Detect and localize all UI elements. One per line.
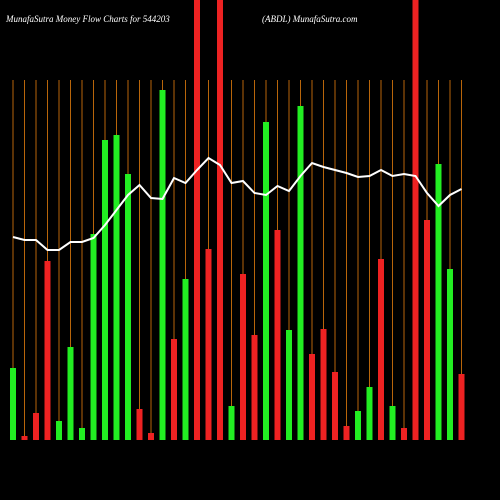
bar: [401, 428, 407, 440]
bar: [389, 406, 396, 440]
bar: [182, 279, 189, 440]
bar: [44, 261, 51, 440]
bar: [240, 274, 246, 440]
chart-subtitle: (ABDL) MunafaSutra.com: [262, 14, 358, 24]
bar: [194, 0, 200, 440]
bar: [171, 339, 177, 440]
bar: [10, 368, 16, 440]
bar: [297, 106, 304, 440]
bar: [458, 374, 465, 440]
bar: [412, 0, 419, 440]
bar: [343, 426, 350, 440]
bar: [274, 230, 281, 440]
bar: [355, 411, 361, 440]
bar: [332, 372, 338, 440]
bar: [159, 90, 166, 440]
bar: [113, 135, 120, 440]
bar: [217, 0, 223, 440]
bar: [309, 354, 315, 440]
bar: [136, 409, 143, 440]
bar: [320, 329, 327, 440]
plot: [10, 0, 465, 440]
bar: [79, 428, 85, 440]
bar: [447, 269, 453, 440]
bar: [435, 164, 442, 440]
bar: [228, 406, 235, 440]
money-flow-line: [12, 156, 462, 251]
bar: [205, 249, 212, 440]
bar: [251, 335, 258, 440]
bar: [366, 387, 373, 440]
bar: [56, 421, 62, 440]
bar: [286, 330, 292, 440]
bar: [21, 436, 28, 440]
bar: [263, 122, 269, 440]
bar: [90, 234, 97, 440]
bar: [102, 140, 108, 440]
chart-title: MunafaSutra Money Flow Charts for 544203: [5, 14, 170, 24]
bar: [125, 174, 131, 440]
bar: [148, 433, 154, 440]
bar: [67, 347, 74, 440]
bar: [424, 220, 430, 440]
bar: [378, 259, 384, 440]
bar: [33, 413, 39, 440]
